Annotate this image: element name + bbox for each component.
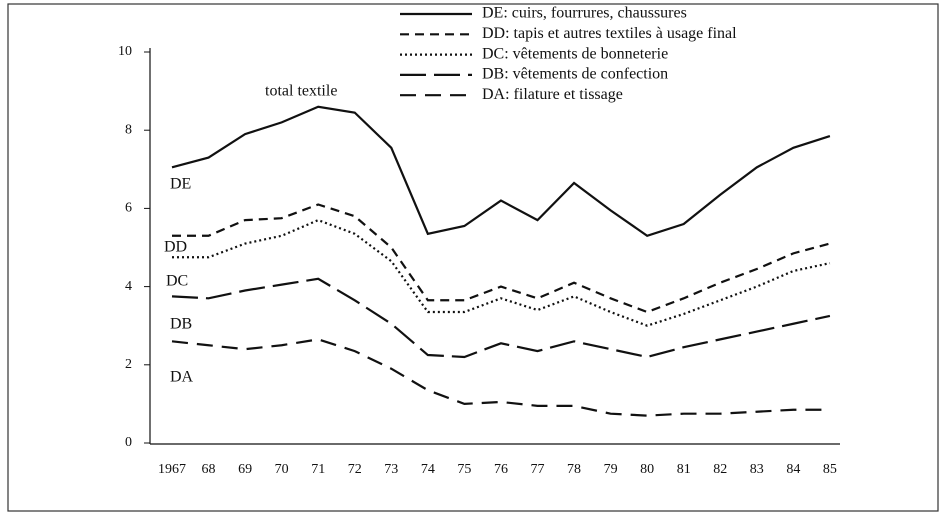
- legend-label: DE: cuirs, fourrures, chaussures: [482, 5, 687, 22]
- x-tick-label: 82: [713, 462, 727, 477]
- legend-label: DB: vêtements de confection: [482, 66, 668, 83]
- x-tick-label: 79: [604, 462, 618, 477]
- x-tick-label: 81: [677, 462, 691, 477]
- x-tick-label: 73: [384, 462, 398, 477]
- frame: [7, 3, 939, 512]
- series-line: [171, 277, 831, 359]
- series-label: DC: [166, 273, 188, 290]
- x-tick-label: 70: [275, 462, 289, 477]
- series-line: [172, 203, 831, 314]
- x-tick-label: 85: [823, 462, 837, 477]
- x-tick-label: 78: [567, 462, 581, 477]
- legend-label: DC: vêtements de bonneterie: [482, 45, 668, 62]
- y-tick-label: 2: [125, 357, 132, 372]
- y-tick-label: 8: [125, 122, 132, 137]
- x-tick-label: 77: [531, 462, 545, 477]
- y-tick-label: 4: [125, 279, 132, 294]
- series-line: [171, 338, 830, 417]
- y-tick-label: 10: [118, 44, 132, 59]
- x-tick-label: 72: [348, 462, 362, 477]
- x-tick-label: 69: [238, 462, 252, 477]
- series-line: [172, 218, 831, 327]
- x-tick-label: 84: [786, 462, 800, 477]
- x-tick-label: 74: [421, 462, 435, 477]
- series-line: [171, 105, 831, 237]
- x-tick-label: 1967: [158, 462, 186, 477]
- series-label: DA: [170, 369, 194, 386]
- legend-label: DD: tapis et autres textiles à usage fin…: [482, 25, 737, 42]
- y-tick-label: 0: [125, 435, 132, 450]
- annotation: total textile: [265, 83, 337, 100]
- y-tick-label: 6: [125, 201, 132, 216]
- x-tick-label: 75: [457, 462, 471, 477]
- series-label: DD: [164, 239, 187, 256]
- x-tick-label: 71: [311, 462, 325, 477]
- x-tick-label: 68: [202, 462, 216, 477]
- series-label: DE: [170, 176, 191, 193]
- x-tick-label: 76: [494, 462, 508, 477]
- legend-label: DA: filature et tissage: [482, 86, 623, 103]
- x-tick-label: 80: [640, 462, 654, 477]
- series-label: DB: [170, 316, 192, 333]
- x-tick-label: 83: [750, 462, 764, 477]
